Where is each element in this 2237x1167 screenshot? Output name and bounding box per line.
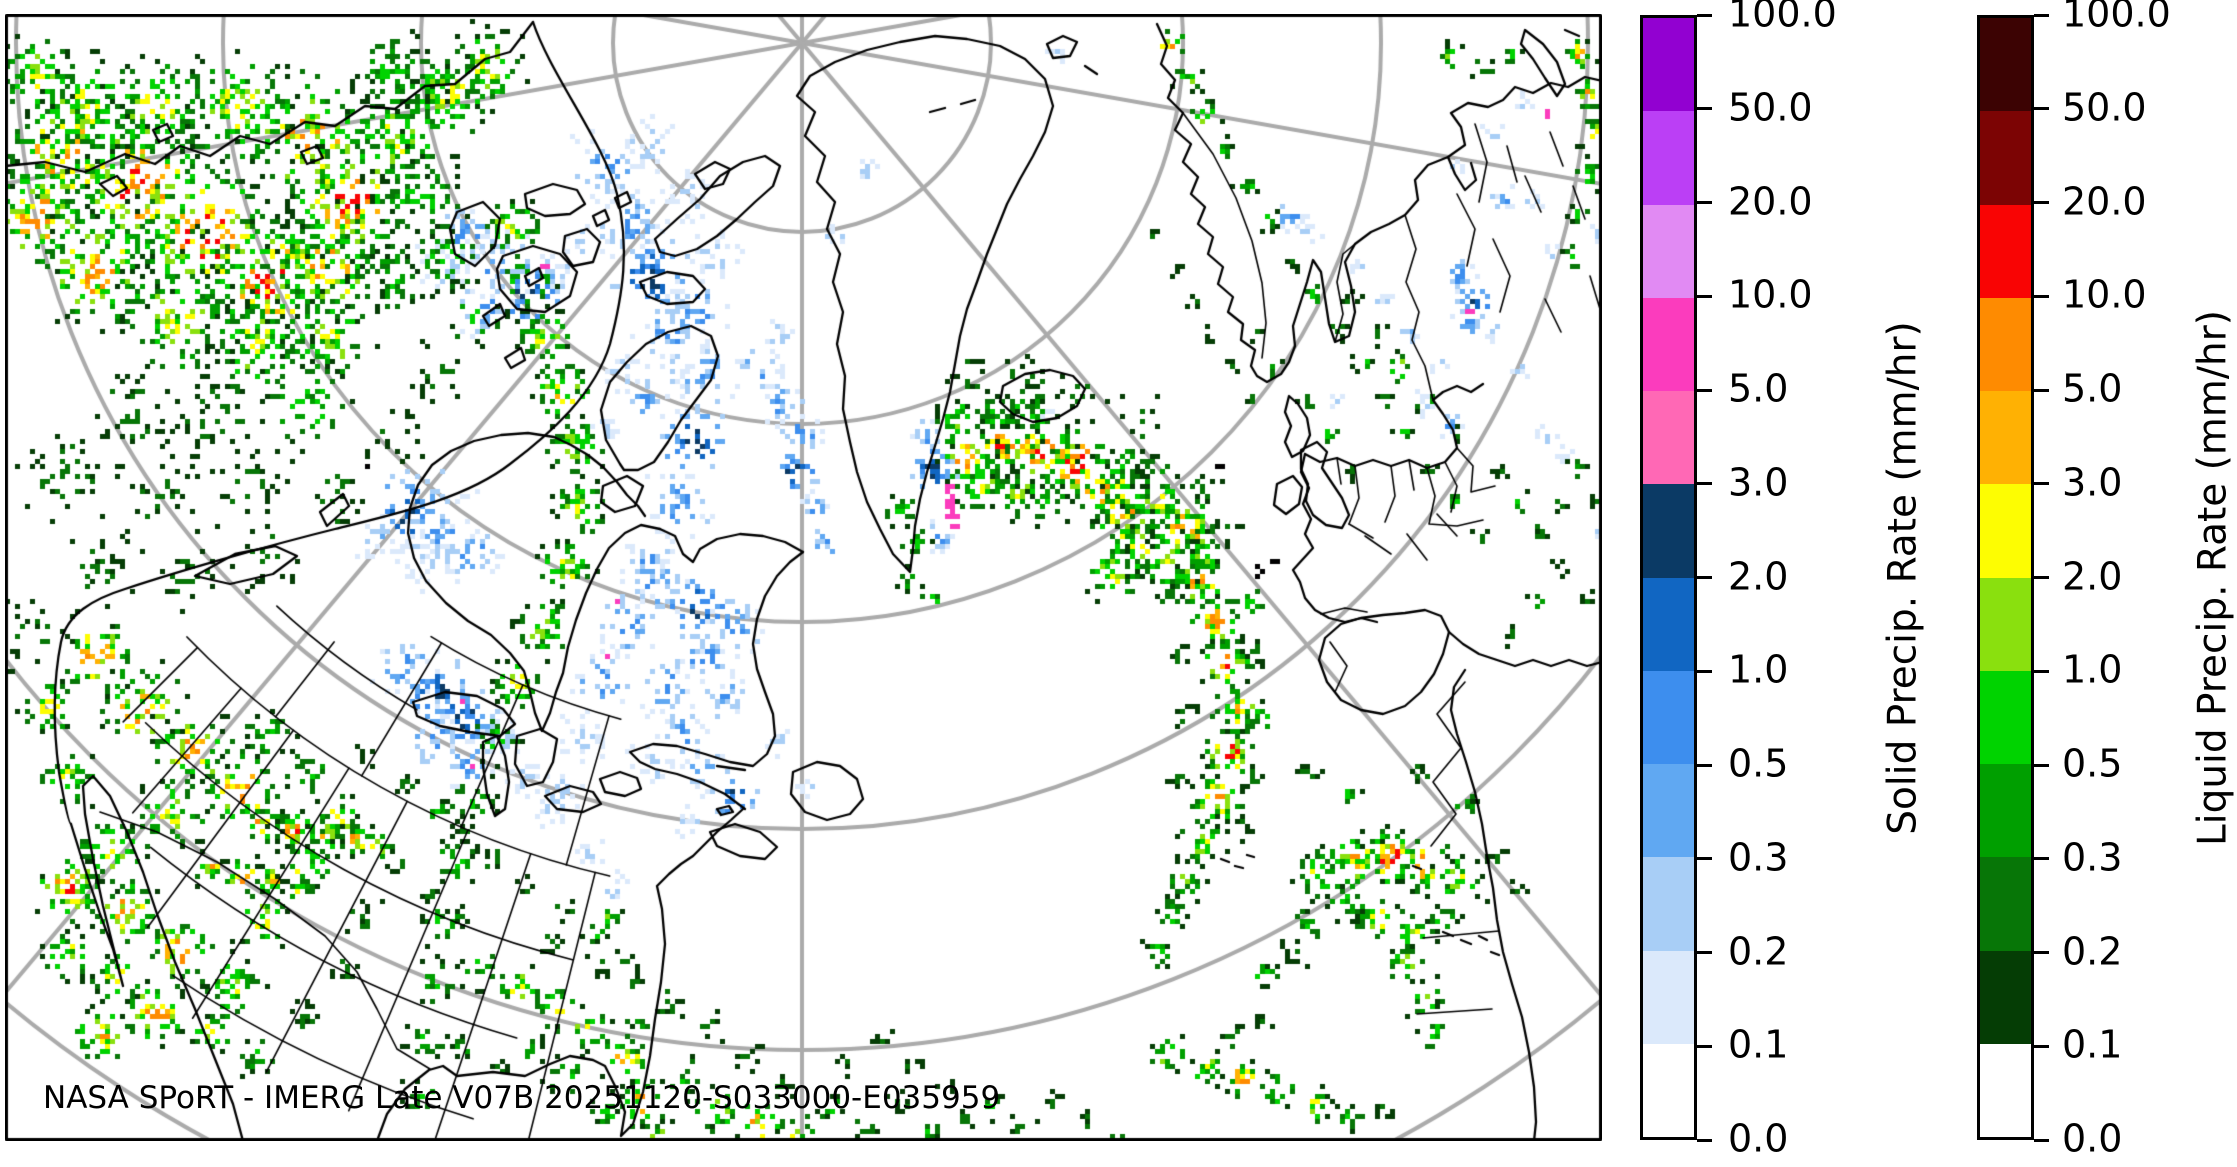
- map-panel: NASA SPoRT - IMERG Late V07B 20251120-S0…: [5, 14, 1602, 1141]
- colorbar-segment: [1643, 297, 1694, 391]
- colorbar-tick: [2034, 669, 2049, 673]
- colorbar-tick-label: 0.1: [1728, 1022, 1789, 1067]
- colorbar-tick: [1697, 857, 1712, 861]
- colorbar-tick-label: 10.0: [1728, 272, 1813, 317]
- colorbar-tick-label: 50.0: [1728, 85, 1813, 130]
- colorbar-tick: [2034, 294, 2049, 298]
- colorbar-tick: [1697, 201, 1712, 204]
- colorbar-tick: [1697, 107, 1712, 111]
- colorbar-segment: [1980, 204, 2031, 298]
- colorbar-segment: [1643, 857, 1694, 951]
- colorbar-segment: [1980, 297, 2031, 391]
- colorbar-tick-label: 0.3: [2062, 835, 2123, 880]
- colorbar-tick: [2034, 388, 2049, 392]
- colorbar-tick: [2034, 482, 2049, 486]
- colorbar-tick-label: 5.0: [2062, 366, 2123, 411]
- colorbar-tick-label: 0.3: [1728, 835, 1789, 880]
- colorbar-segment: [1980, 764, 2031, 858]
- colorbar-segment: [1980, 577, 2031, 671]
- colorbar-segment: [1643, 950, 1694, 1044]
- colorbar-segment: [1643, 577, 1694, 671]
- colorbar-liquid-label: Liquid Precip. Rate (mm/hr): [2190, 310, 2236, 846]
- colorbar-tick: [2034, 1044, 2049, 1048]
- colorbar-tick-label: 1.0: [2062, 647, 2123, 692]
- colorbar-solid: [1640, 15, 1697, 1140]
- map-canvas: [5, 14, 1602, 1141]
- colorbar-tick-label: 0.0: [1728, 1116, 1789, 1161]
- colorbar-tick-label: 0.5: [1728, 741, 1789, 786]
- colorbar-segment: [1643, 204, 1694, 298]
- map-annotation: NASA SPoRT - IMERG Late V07B 20251120-S0…: [43, 1080, 1001, 1116]
- colorbar-segment: [1980, 484, 2031, 578]
- colorbar-tick: [2034, 1138, 2049, 1142]
- colorbar-tick-label: 100.0: [1728, 0, 1837, 36]
- colorbar-tick: [2034, 107, 2049, 111]
- colorbar-segment: [1643, 1043, 1694, 1137]
- colorbar-tick-label: 2.0: [1728, 553, 1789, 598]
- colorbar-tick-label: 0.1: [2062, 1022, 2123, 1067]
- colorbar-segment: [1643, 391, 1694, 485]
- colorbar-tick-label: 5.0: [1728, 366, 1789, 411]
- colorbar-segment: [1980, 670, 2031, 764]
- colorbar-segment: [1643, 670, 1694, 764]
- colorbar-tick: [2034, 951, 2049, 954]
- colorbar-segment: [1980, 111, 2031, 205]
- colorbar-tick-label: 3.0: [1728, 460, 1789, 505]
- colorbar-tick-label: 0.2: [1728, 928, 1789, 973]
- colorbar-tick: [1697, 13, 1712, 17]
- colorbar-tick: [1697, 576, 1712, 579]
- colorbar-segment: [1980, 1043, 2031, 1137]
- colorbar-tick-label: 50.0: [2062, 85, 2147, 130]
- colorbar-segment: [1980, 18, 2031, 112]
- colorbar-liquid: [1977, 15, 2034, 1140]
- colorbar-segment: [1643, 111, 1694, 205]
- colorbar-tick: [2034, 201, 2049, 204]
- colorbar-segment: [1643, 764, 1694, 858]
- colorbar-tick-label: 0.5: [2062, 741, 2123, 786]
- colorbar-tick: [1697, 951, 1712, 954]
- colorbar-segment: [1980, 391, 2031, 485]
- colorbar-tick: [1697, 1044, 1712, 1048]
- colorbar-tick-label: 2.0: [2062, 553, 2123, 598]
- colorbar-segment: [1643, 484, 1694, 578]
- colorbar-segment: [1980, 950, 2031, 1044]
- colorbar-tick-label: 20.0: [1728, 178, 1813, 223]
- colorbar-tick: [1697, 669, 1712, 673]
- colorbar-tick: [1697, 1138, 1712, 1142]
- colorbar-segment: [1980, 857, 2031, 951]
- colorbar-tick: [1697, 294, 1712, 298]
- colorbar-tick: [2034, 857, 2049, 861]
- colorbar-tick-label: 3.0: [2062, 460, 2123, 505]
- colorbar-tick-label: 10.0: [2062, 272, 2147, 317]
- colorbar-tick-label: 1.0: [1728, 647, 1789, 692]
- colorbar-tick-label: 100.0: [2062, 0, 2171, 36]
- colorbar-tick-label: 0.2: [2062, 928, 2123, 973]
- colorbar-tick: [1697, 763, 1712, 767]
- colorbar-tick: [2034, 576, 2049, 579]
- colorbar-tick: [2034, 763, 2049, 767]
- colorbar-tick: [1697, 388, 1712, 392]
- colorbar-tick: [2034, 13, 2049, 17]
- colorbar-tick: [1697, 482, 1712, 486]
- colorbar-tick-label: 20.0: [2062, 178, 2147, 223]
- colorbar-segment: [1643, 18, 1694, 112]
- colorbar-tick-label: 0.0: [2062, 1116, 2123, 1161]
